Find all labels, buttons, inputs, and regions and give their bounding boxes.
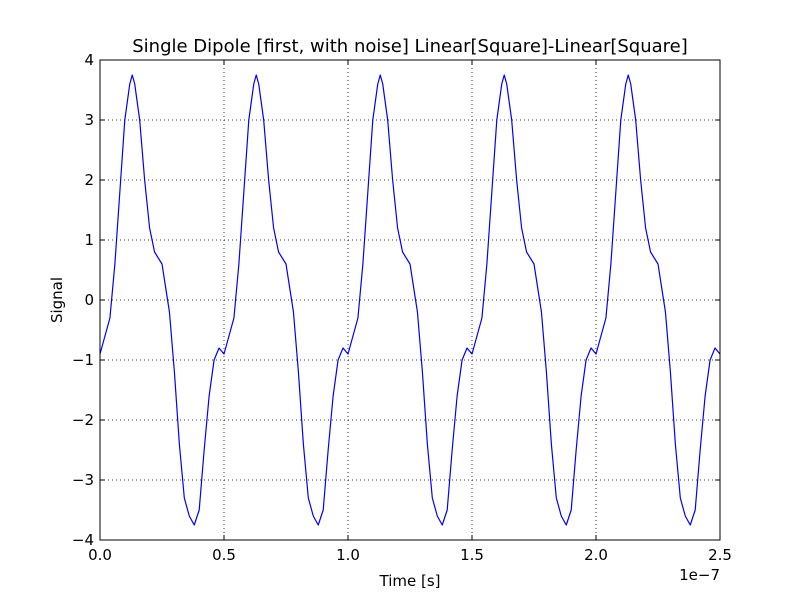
y-tick-label: 4 [84,51,94,69]
chart-title: Single Dipole [first, with noise] Linear… [132,36,688,57]
series-signal-line [99,74,721,526]
y-tick-label: 0 [84,291,94,309]
x-tick-label: 0.5 [212,546,236,564]
y-tick-label: 3 [84,111,94,129]
x-tick-label: 1.5 [460,546,484,564]
x-tick-label: 1.0 [336,546,360,564]
x-tick-label: 2.5 [708,546,732,564]
y-tick-label: −1 [72,351,94,369]
y-tick-label: −3 [72,471,94,489]
axis-ticks [99,59,721,541]
x-tick-labels: 0.0 0.5 1.0 1.5 2.0 2.5 [88,546,732,564]
x-tick-label: 0.0 [88,546,112,564]
y-tick-label: 2 [84,171,94,189]
y-axis-label: Signal [48,277,66,323]
y-tick-labels: −4 −3 −2 −1 0 1 2 3 4 [72,51,94,549]
y-tick-label: −2 [72,411,94,429]
x-axis-label: Time [s] [379,572,441,590]
x-tick-label: 2.0 [584,546,608,564]
x-offset-label: 1e−7 [679,566,720,584]
grid [100,60,720,540]
y-tick-label: 1 [84,231,94,249]
y-tick-label: −4 [72,531,94,549]
